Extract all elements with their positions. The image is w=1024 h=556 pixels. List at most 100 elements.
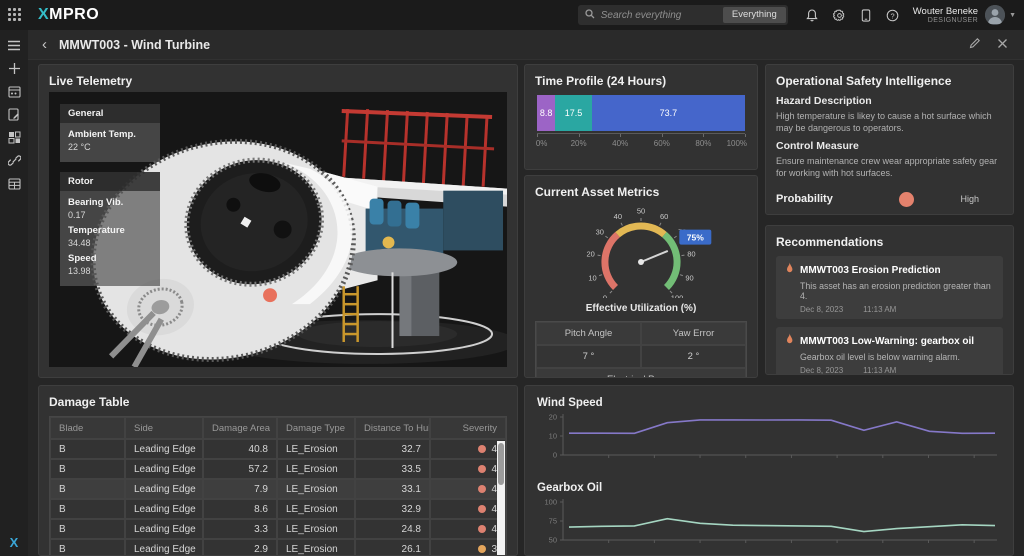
board-icon[interactable] — [0, 80, 28, 103]
telemetry-metric: Ambient Temp. 22 °C — [68, 129, 152, 152]
table-cell: Leading Edge — [125, 479, 203, 499]
damage-table-panel: Damage Table Blade Side Damage Area Damage … — [38, 385, 518, 556]
close-icon[interactable] — [997, 38, 1008, 52]
xmpro-logo[interactable]: XMPRO — [38, 6, 100, 23]
table-row[interactable]: B Leading Edge 3.3 LE_Erosion 24.8 4 — [50, 519, 506, 539]
xmpro-x-logo[interactable]: X — [9, 535, 19, 550]
probability-label: Probability — [776, 193, 833, 206]
data-grid-icon[interactable] — [0, 172, 28, 195]
table-row[interactable]: B Leading Edge 57.2 LE_Erosion 33.5 4 — [50, 459, 506, 479]
axis-tick-label: 80% — [695, 139, 712, 148]
time-profile-stacked-bar[interactable]: 8.8 17.5 73.7 — [537, 95, 745, 131]
recommendation-text: Gearbox oil level is below warning alarm… — [800, 352, 960, 362]
svg-text:75: 75 — [549, 517, 557, 526]
table-row[interactable]: B Leading Edge 2.9 LE_Erosion 26.1 3 — [50, 539, 506, 555]
table-cell: 40.8 — [203, 439, 277, 459]
column-header[interactable]: Damage Type — [277, 417, 355, 439]
column-header[interactable]: Damage Area — [203, 417, 277, 439]
axis-tick-label: 0% — [535, 139, 548, 148]
column-header[interactable]: Blade — [50, 417, 125, 439]
trend-charts-panel: Wind Speed 0 10 20 Gearbox Oil 50 75 100 — [524, 385, 1014, 556]
table-row[interactable]: B Leading Edge 7.9 LE_Erosion 33.1 4 — [50, 479, 506, 499]
svg-text:100: 100 — [671, 294, 684, 298]
table-cell: 4 — [430, 499, 506, 519]
search-input[interactable] — [594, 9, 721, 21]
telemetry-metric: Temperature 34.48 — [68, 225, 152, 248]
table-cell: 3.3 — [203, 519, 277, 539]
severity-dot — [478, 445, 487, 453]
settings-gear-icon[interactable] — [832, 7, 846, 23]
panel-title: Damage Table — [49, 395, 130, 409]
gearbox-oil-title: Gearbox Oil — [537, 482, 603, 494]
page-title: MMWT003 - Wind Turbine — [59, 37, 211, 52]
svg-text:90: 90 — [685, 273, 693, 282]
clipboard-edit-icon[interactable] — [0, 103, 28, 126]
table-scrollbar[interactable] — [497, 441, 505, 555]
recommendation-item[interactable]: MMWT003 Erosion Prediction This asset has… — [776, 256, 1003, 319]
user-role: DESIGNUSER — [927, 16, 979, 24]
chevron-down-icon[interactable]: ▼ — [1009, 11, 1016, 19]
axis-tick-label: 100% — [726, 139, 748, 148]
table-cell: 8.6 — [203, 499, 277, 519]
recommendation-date: Dec 8, 2023 — [800, 305, 844, 314]
edit-pencil-icon[interactable] — [969, 37, 981, 52]
column-header[interactable]: Severity — [430, 417, 506, 439]
svg-text:20: 20 — [549, 413, 557, 422]
severity-dot — [478, 485, 487, 493]
table-cell: LE_Erosion — [277, 439, 355, 459]
bar-segment-segment-1[interactable]: 8.8 — [537, 95, 556, 131]
axis-tick-label: 60% — [653, 139, 670, 148]
probability-value: High — [960, 194, 979, 205]
column-header[interactable]: Side — [125, 417, 203, 439]
hotspot-marker-yellow[interactable] — [382, 236, 395, 249]
table-cell: LE_Erosion — [277, 479, 355, 499]
table-row[interactable]: B Leading Edge 40.8 LE_Erosion 32.7 4 — [50, 439, 506, 459]
back-chevron-icon[interactable]: ‹ — [42, 36, 47, 53]
search-scope-button[interactable]: Everything — [722, 7, 786, 23]
table-cell: Leading Edge — [125, 519, 203, 539]
panel-title: Operational Safety Intelligence — [776, 74, 952, 88]
table-cell: Leading Edge — [125, 499, 203, 519]
column-header[interactable]: Distance To Hub — [355, 417, 430, 439]
svg-text:0: 0 — [553, 451, 557, 460]
metric-label: Bearing Vib. — [68, 197, 124, 208]
panel-title: Current Asset Metrics — [535, 185, 660, 199]
help-icon[interactable]: ? — [886, 7, 899, 23]
metric-label: Temperature — [68, 225, 125, 236]
live-telemetry-panel: Live Telemetry — [38, 64, 518, 378]
link-icon[interactable] — [0, 149, 28, 172]
search-bar: Everything — [577, 5, 788, 25]
notifications-bell-icon[interactable] — [806, 7, 818, 23]
blocks-icon[interactable] — [0, 126, 28, 149]
table-row[interactable]: B Leading Edge 8.6 LE_Erosion 32.9 4 — [50, 499, 506, 519]
flame-icon — [784, 333, 795, 349]
axis-tick-label: 40% — [612, 139, 629, 148]
bar-segment-segment-3[interactable]: 73.7 — [591, 95, 745, 131]
bar-segment-segment-2[interactable]: 17.5 — [555, 95, 592, 131]
svg-text:10: 10 — [549, 432, 557, 441]
hotspot-marker-orange[interactable] — [263, 288, 278, 303]
panel-title: Live Telemetry — [49, 74, 133, 88]
mobile-device-icon[interactable] — [861, 7, 871, 23]
add-icon[interactable] — [0, 57, 28, 80]
flame-icon — [784, 262, 795, 278]
damage-table-header: Blade Side Damage Area Damage Type Distance … — [50, 417, 506, 439]
user-menu[interactable]: Wouter Beneke DESIGNUSER — [913, 6, 979, 24]
recommendations-panel: Recommendations MMWT003 Erosion Predicti… — [765, 225, 1014, 375]
telemetry-group-header: Rotor — [60, 172, 160, 191]
recommendations-list: MMWT003 Erosion Prediction This asset has… — [776, 256, 1003, 374]
avatar[interactable] — [985, 5, 1006, 25]
electrical-power-label: Electrical Power — [536, 368, 746, 377]
svg-text:100: 100 — [544, 498, 557, 507]
recommendation-item[interactable]: MMWT003 Low-Warning: gearbox oil Gearbox … — [776, 327, 1003, 374]
recommendation-text: This asset has an erosion prediction gre… — [800, 281, 991, 301]
yaw-error-label: Yaw Error — [641, 322, 746, 345]
table-cell: B — [50, 519, 125, 539]
table-cell: 32.7 — [355, 439, 430, 459]
app-launcher-icon[interactable] — [8, 8, 22, 22]
table-cell: Leading Edge — [125, 439, 203, 459]
table-cell: 4 — [430, 479, 506, 499]
control-heading: Control Measure — [776, 140, 859, 153]
table-cell: 4 — [430, 519, 506, 539]
menu-icon[interactable] — [0, 34, 28, 57]
